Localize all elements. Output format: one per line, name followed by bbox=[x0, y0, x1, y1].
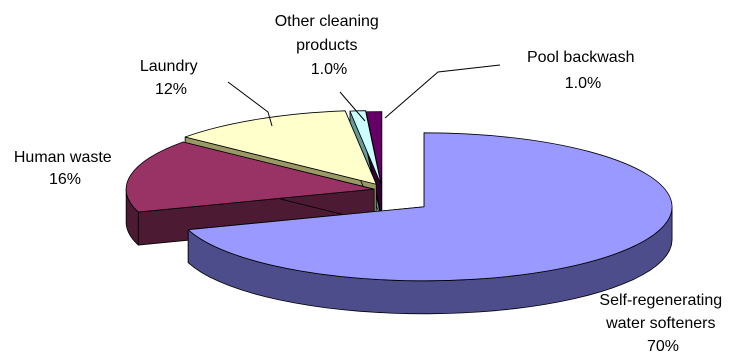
leader-line-pool-backwash bbox=[384, 64, 501, 119]
slice-label-self-regenerating-water-softeners: Self-regenerating water softeners 70% bbox=[599, 292, 726, 355]
slice-label-other-cleaning-products: Other cleaning products 1.0% bbox=[275, 13, 384, 78]
slice-human-waste bbox=[125, 141, 375, 213]
slice-label-human-waste: Human waste 16% bbox=[14, 149, 116, 188]
slice-laundry bbox=[184, 110, 377, 185]
slice-label-pool-backwash: Pool backwash 1.0% bbox=[527, 49, 639, 92]
leader-line-other-cleaning bbox=[339, 91, 366, 122]
leader-line-laundry bbox=[227, 81, 273, 127]
slice-label-laundry: Laundry 12% bbox=[140, 58, 202, 98]
slice-self-regenerating-water-softeners bbox=[187, 132, 673, 282]
slice-pool-backwash bbox=[365, 111, 383, 187]
leader-lines bbox=[227, 64, 501, 127]
slice-top-layer bbox=[125, 110, 673, 282]
slice-other-cleaning-products bbox=[349, 110, 382, 185]
slice-labels: Self-regenerating water softeners 70% Hu… bbox=[14, 13, 726, 355]
